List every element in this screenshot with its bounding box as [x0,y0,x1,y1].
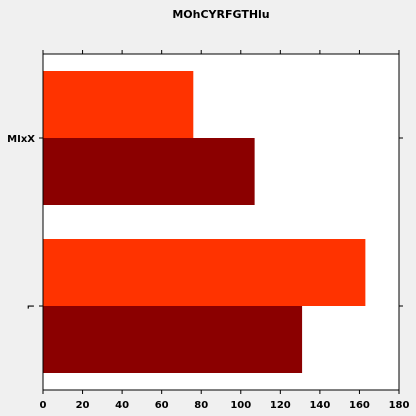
x-tick-label-3: 60 [155,400,169,411]
x-tick-label-4: 80 [194,400,208,411]
x-tick-label-6: 120 [270,400,291,411]
ticks-layer: MIxX ⌐ 0 20 40 60 80 100 120 140 160 180 [7,50,409,411]
x-tick-label-7: 140 [309,400,330,411]
chart-title: MOhCYRFGTHlu [172,8,269,21]
bars-layer [43,71,366,373]
y-tick-label-2: ⌐ [27,302,35,313]
bar-1-series-1 [43,71,194,138]
x-tick-label-5: 100 [230,400,251,411]
bar-2-series-2 [43,306,303,373]
plot-frame [42,53,400,391]
y-tick-label-1: MIxX [7,134,35,145]
x-tick-label-9: 180 [389,400,410,411]
x-tick-label-1: 20 [76,400,90,411]
bar-2-series-1 [43,239,366,306]
x-tick-label-0: 0 [40,400,47,411]
x-tick-label-2: 40 [115,400,129,411]
bar-1-series-2 [43,138,255,205]
x-tick-label-8: 160 [349,400,370,411]
